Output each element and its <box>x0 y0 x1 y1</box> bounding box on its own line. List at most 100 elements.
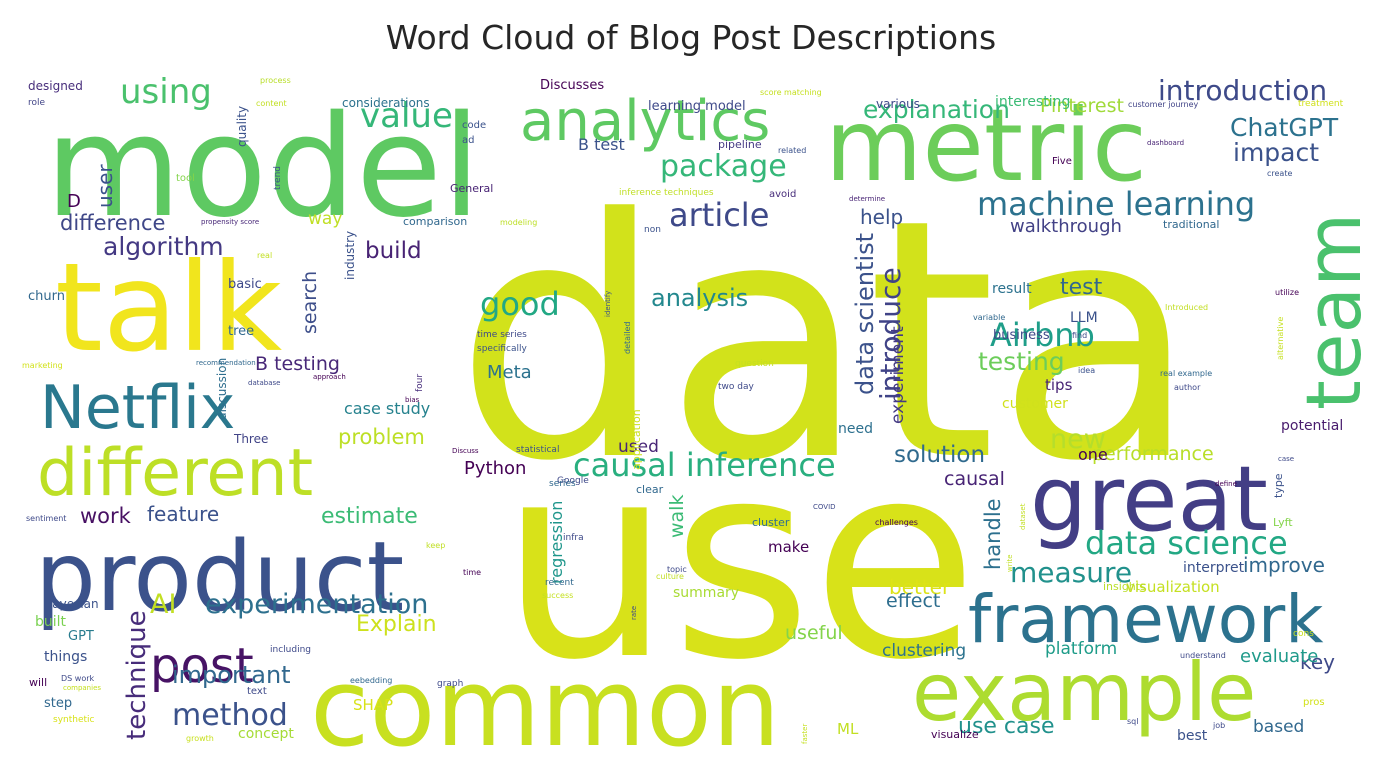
word-b-testing: B testing <box>255 353 340 375</box>
word-help: help <box>860 205 903 229</box>
word-data-science: data science <box>1085 524 1288 562</box>
word-impact: impact <box>1233 138 1319 167</box>
word-test: test <box>1060 275 1103 300</box>
word-new: new <box>1050 424 1106 455</box>
word-interesting: interesting <box>995 94 1070 110</box>
word-analytics: analytics <box>520 89 770 154</box>
word-clear: clear <box>636 483 664 496</box>
word-llm: LLM <box>1070 310 1098 326</box>
word-variable: variable <box>973 313 1005 322</box>
word-make: make <box>768 538 809 556</box>
word-result: result <box>992 281 1032 297</box>
word-success: success <box>542 591 573 600</box>
word-discuss: Discuss <box>452 447 479 455</box>
word-article: article <box>669 196 769 234</box>
word-customer-journey: customer journey <box>1128 100 1199 109</box>
word-tool: tool <box>176 173 195 184</box>
word-causal: causal <box>944 468 1005 490</box>
word-visualization: visualization <box>1126 578 1220 596</box>
word-use-case: use case <box>958 714 1055 739</box>
word-real-example: real example <box>1160 369 1212 378</box>
word-business: business <box>993 328 1050 343</box>
word-case-study: case study <box>344 399 430 418</box>
word-write: write <box>1006 554 1014 572</box>
word-ai: AI <box>150 589 176 620</box>
word-time-series: time series <box>477 330 527 340</box>
word-related: related <box>778 146 806 155</box>
word-experimentation: experimentation <box>205 589 428 620</box>
word-estimate: estimate <box>321 504 418 529</box>
word-score-matching: score matching <box>760 88 822 97</box>
word-package: package <box>660 149 787 184</box>
word-explanation: explanation <box>863 95 1010 124</box>
word-use: use <box>500 404 978 719</box>
word-dataset: dataset <box>1019 503 1027 530</box>
word-recent: recent <box>545 578 574 588</box>
word-understand: understand <box>1180 651 1226 660</box>
word-meta: Meta <box>487 362 532 383</box>
word-alternative: alternative <box>1276 317 1285 360</box>
word-team: team <box>1289 213 1378 410</box>
word-lyft: Lyft <box>1273 516 1293 529</box>
word-walkthrough: walkthrough <box>1010 216 1122 237</box>
word-job: job <box>1212 721 1225 730</box>
word-non: non <box>644 225 661 235</box>
word-three: Three <box>233 432 268 446</box>
word-feature: feature <box>147 502 219 526</box>
word-industry: industry <box>343 231 357 280</box>
word-walk: walk <box>666 495 688 538</box>
word-good: good <box>480 285 560 323</box>
word-content: content <box>256 99 287 108</box>
word-common: common <box>310 646 780 760</box>
word-step: step <box>44 696 72 711</box>
word-recommendation: recommendation <box>196 359 256 367</box>
word-clustering: clustering <box>882 641 966 661</box>
word-key: key <box>1300 650 1335 674</box>
word-netflix: Netflix <box>40 373 235 443</box>
word-way: way <box>308 209 342 229</box>
word-churn: churn <box>28 289 65 304</box>
word-framework: framework <box>968 581 1324 658</box>
word-real: real <box>257 251 272 260</box>
word-create: create <box>1267 169 1292 178</box>
word-introduction: introduction <box>1158 74 1327 107</box>
word-pinterest: Pinterest <box>1040 95 1124 117</box>
word-search: search <box>299 271 321 334</box>
word-quality: quality <box>235 106 249 147</box>
word-covid: COVID <box>813 503 836 511</box>
word-introduce: introduce <box>874 267 907 400</box>
word-based: based <box>1253 717 1304 737</box>
word-sql: sql <box>1127 717 1138 726</box>
word-dashboard: dashboard <box>1147 139 1184 147</box>
word-will: will <box>29 676 47 689</box>
word-type: type <box>1272 473 1285 498</box>
word-discussion: discussion <box>215 358 229 420</box>
word-build: build <box>365 238 422 264</box>
word-series: series <box>549 479 576 489</box>
word-chatgpt: ChatGPT <box>1230 113 1339 142</box>
word-cluster: cluster <box>752 516 790 529</box>
word-database: database <box>248 379 280 387</box>
word-tips: tips <box>1045 376 1073 394</box>
word-data: data <box>455 149 1198 533</box>
word-growth: growth <box>186 734 214 743</box>
word-case: case <box>1278 455 1294 463</box>
word-google: Google <box>557 476 589 486</box>
word-modeling: modeling <box>500 218 537 227</box>
word-difference: difference <box>60 211 165 235</box>
word-evaluate: evaluate <box>1240 646 1318 667</box>
word-four: four <box>415 374 425 392</box>
word-find: find <box>1072 331 1087 340</box>
chart-title: Word Cloud of Blog Post Descriptions <box>385 18 997 57</box>
word-ml: ML <box>837 720 859 738</box>
word-concept: concept <box>238 726 294 742</box>
word-d: D <box>67 191 81 212</box>
word-need: need <box>838 421 873 437</box>
word-approach: approach <box>313 373 346 381</box>
word-handle: handle <box>981 498 1005 570</box>
word-effect: effect <box>886 590 940 612</box>
word-machine-learning: machine learning <box>977 185 1255 223</box>
word-potential: potential <box>1281 418 1343 434</box>
word-summary: summary <box>673 585 739 601</box>
